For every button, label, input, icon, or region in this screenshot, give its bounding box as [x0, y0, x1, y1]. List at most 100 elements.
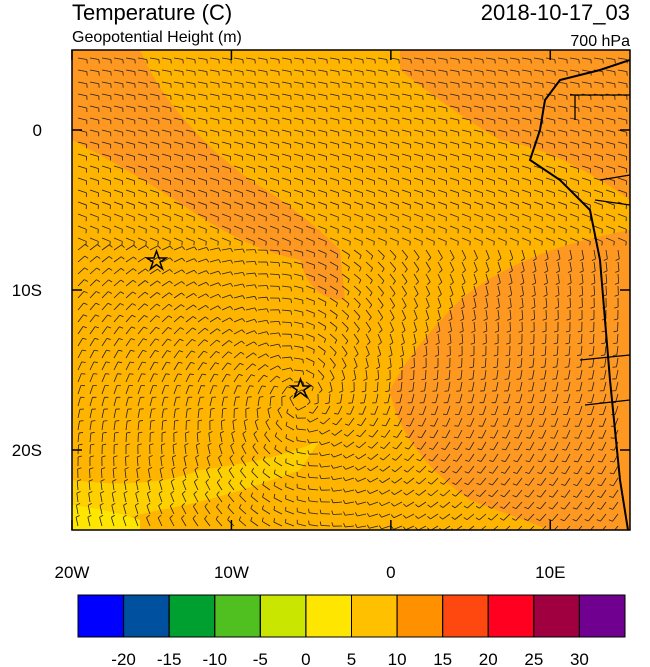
- wind-barb: [435, 342, 440, 345]
- wind-barb: [273, 497, 283, 503]
- wind-barb: [297, 475, 307, 479]
- wind-barb: [447, 330, 452, 333]
- wind-barb: [239, 362, 244, 366]
- wind-barb: [215, 518, 223, 527]
- wind-barb: [565, 441, 571, 451]
- wind-barb: [497, 261, 502, 271]
- wind-barb: [76, 503, 81, 506]
- wind-barb: [341, 93, 351, 97]
- wind-barb: [566, 306, 571, 309]
- wind-barb: [501, 460, 506, 463]
- wind-barb: [524, 518, 529, 521]
- wind-barb: [449, 273, 454, 283]
- wind-barb: [482, 405, 487, 415]
- wind-barb: [83, 314, 88, 317]
- wind-barb: [565, 342, 570, 345]
- wind-barb: [218, 454, 222, 459]
- wind-barb: [179, 338, 184, 342]
- wind-barb: [120, 268, 125, 272]
- wind-barb: [194, 466, 199, 470]
- wind-barb: [161, 141, 171, 145]
- wind-barb: [142, 361, 147, 364]
- wind-barb: [309, 524, 319, 527]
- wind-barb: [136, 456, 139, 467]
- wind-barb: [204, 518, 211, 527]
- wind-barb: [557, 189, 567, 194]
- wind-barb: [317, 357, 326, 365]
- wind-barb: [509, 153, 519, 157]
- wind-barb: [308, 476, 319, 479]
- wind-barb: [121, 244, 125, 248]
- wind-barb: [461, 117, 471, 121]
- wind-barb: [521, 141, 531, 145]
- wind-barb: [155, 338, 160, 341]
- wind-barb: [521, 225, 531, 230]
- wind-barb: [617, 57, 627, 60]
- wind-barb: [161, 303, 170, 311]
- wind-barb: [597, 495, 602, 498]
- wind-barb: [278, 343, 282, 348]
- wind-barb: [317, 69, 327, 73]
- wind-barb: [408, 441, 415, 450]
- wind-barb: [400, 342, 405, 346]
- wind-barb: [545, 237, 555, 242]
- wind-barb: [533, 237, 543, 242]
- wind-barb: [317, 81, 327, 85]
- wind-barb: [147, 469, 151, 479]
- wind-barb: [557, 213, 567, 218]
- wind-barb: [368, 435, 373, 438]
- wind-barb: [567, 294, 572, 297]
- wind-barb: [459, 381, 463, 391]
- wind-barb: [572, 531, 576, 533]
- wind-barb: [380, 305, 384, 309]
- wind-barb: [401, 141, 411, 145]
- wind-barb: [341, 81, 351, 85]
- wind-barb: [77, 81, 87, 85]
- wind-barb: [269, 273, 280, 275]
- wind-barb: [369, 501, 379, 506]
- wind-barb: [391, 491, 395, 495]
- wind-barb: [377, 345, 382, 355]
- wind-barb: [381, 525, 391, 530]
- wind-barb: [613, 318, 618, 321]
- wind-barb: [521, 165, 531, 170]
- wind-barb: [281, 395, 286, 398]
- wind-barb: [197, 327, 206, 335]
- pressure-level: 700 hPa: [570, 33, 630, 50]
- wind-barb: [605, 129, 615, 133]
- wind-barb: [377, 213, 387, 218]
- wind-barb: [256, 407, 261, 410]
- wind-barb: [285, 474, 295, 479]
- wind-barb: [113, 244, 122, 251]
- wind-barb: [239, 507, 247, 515]
- wind-barb: [533, 249, 537, 259]
- wind-barb: [181, 493, 187, 503]
- wind-barb: [425, 177, 435, 182]
- wind-barb: [355, 445, 360, 449]
- wind-barb: [269, 385, 275, 395]
- wind-barb: [551, 513, 559, 522]
- wind-barb: [473, 105, 483, 109]
- wind-barb: [365, 93, 375, 97]
- wind-barb: [257, 397, 260, 407]
- wind-barb: [399, 393, 403, 403]
- wind-barb: [609, 484, 614, 487]
- wind-barb: [137, 303, 145, 311]
- wind-barb: [581, 141, 591, 145]
- wind-barb: [216, 339, 221, 343]
- wind-barb: [135, 502, 139, 506]
- wind-barb: [425, 237, 435, 242]
- wind-barb: [374, 378, 379, 381]
- wind-barb: [221, 237, 231, 242]
- wind-barb: [295, 414, 298, 419]
- wind-barb: [537, 472, 542, 474]
- wind-barb: [512, 518, 516, 521]
- wind-barb: [447, 342, 452, 345]
- wind-barb: [367, 456, 372, 460]
- wind-barb: [343, 365, 347, 369]
- wind-barb: [569, 249, 573, 259]
- wind-barb: [125, 456, 127, 467]
- wind-barb: [437, 105, 447, 109]
- wind-barb: [444, 453, 451, 462]
- wind-barb: [99, 514, 104, 518]
